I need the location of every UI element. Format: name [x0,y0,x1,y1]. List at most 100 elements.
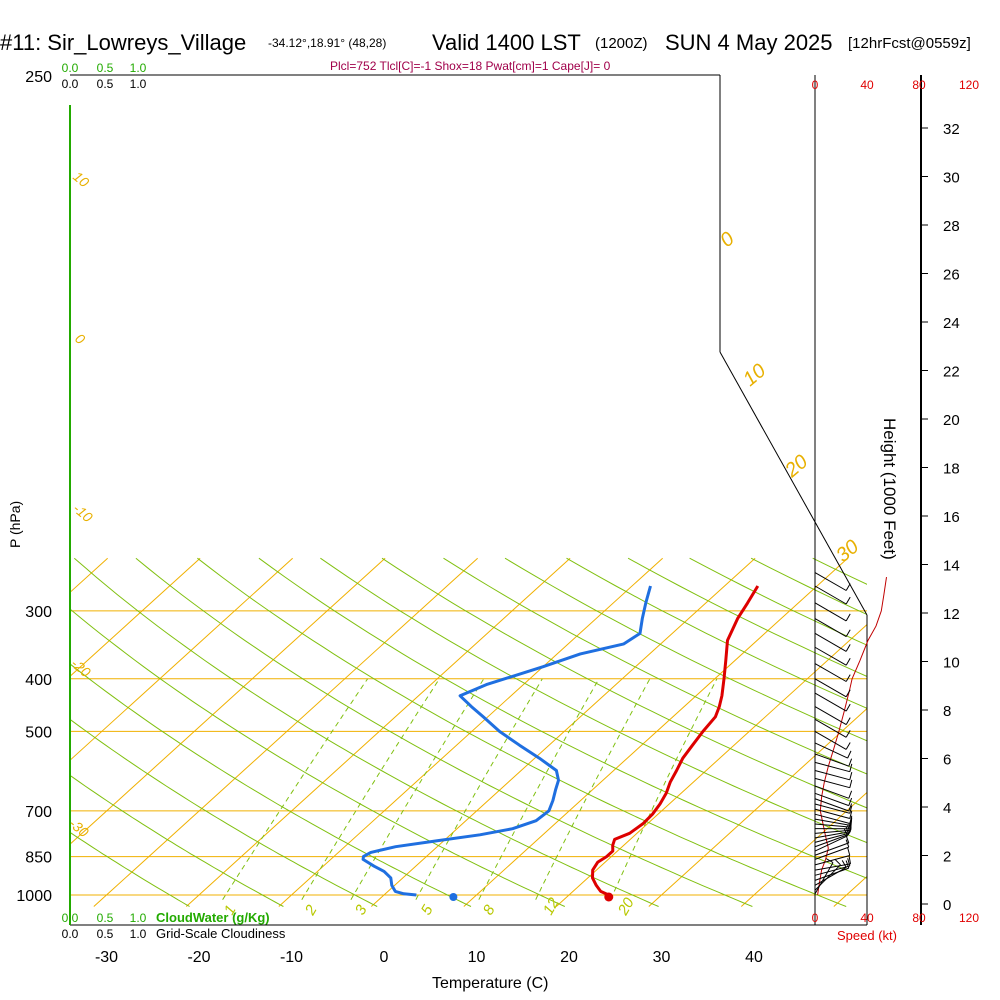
height-tick-label: 16 [943,509,960,526]
wind-barb [814,618,847,638]
height-tick-label: 4 [943,800,951,817]
height-tick-label: 22 [943,364,960,381]
wind-barb [814,813,850,824]
x-tick-label: 10 [468,949,486,966]
isotherm [740,791,867,907]
isotherm-label: 10 [739,360,770,391]
forecast-info: [12hrFcst@0559z] [848,35,971,52]
wind-barb [814,632,847,652]
surface-dewpoint-point [449,893,458,901]
zulu-time: (1200Z) [595,35,648,52]
dry-adiabat [258,557,867,879]
dry-adiabat [566,557,867,709]
isotherm [463,557,848,907]
wind-barb [814,865,850,876]
wind-barb-flag [848,803,853,812]
mixing-ratio-line [222,678,369,900]
wind-barbs [814,572,853,895]
height-tick-label: 28 [943,218,960,235]
isotherm-label: 30 [832,536,863,567]
wind-barb-flag [848,855,851,864]
wind-barb-flag [845,703,851,712]
wind-barb [814,863,851,871]
pressure-tick-label: 1000 [16,888,52,905]
height-tick-label: 12 [943,606,960,623]
isobar-lines [70,610,867,896]
dry-adiabat [627,557,867,677]
isotherm-lines [70,557,867,907]
dry-adiabat [70,831,190,907]
dry-adiabat [874,558,1000,906]
wind-barb-flag [845,658,851,666]
x-axis-ticks: -30 -20 -10 0 10 20 30 40 [95,949,763,966]
wind-barb [814,833,849,848]
wind-barb-flag [848,758,853,767]
wind-barb [814,823,851,828]
wind-barb-flag [850,817,853,826]
wind-barb [814,646,847,666]
station-coords: -34.12°,18.91° (48,28) [268,36,386,50]
isotherm [555,623,867,907]
mixing-ratio-label: 8 [480,902,499,918]
wind-barb-flag [845,717,851,725]
wind-barb [814,742,848,759]
plot-frame [70,74,922,926]
dry-adiabat-lines [70,557,1000,907]
wind-barb-flag [848,790,853,799]
x-tick-label: 0 [380,949,389,966]
speed-top-tick: 40 [860,78,874,92]
cloudiness-bottom-tick: 0.5 [97,927,114,941]
speed-top-tick: 80 [912,78,926,92]
wind-barb-flag [849,815,853,824]
wind-barb [814,818,851,826]
y-axis-label: P (hPa) [7,501,23,548]
wind-barb-flag [848,797,853,806]
isotherm-label: -10 [70,500,96,525]
wind-barb [814,602,847,622]
isotherm-label: -20 [68,655,94,680]
wind-speed-line [817,577,887,896]
wind-barb-flag [849,779,853,788]
cloudiness-bottom-tick: 1.0 [130,927,147,941]
pressure-tick-label: 300 [25,604,52,621]
surface-temperature-point [604,892,614,902]
wind-barb [814,798,849,812]
valid-time: Valid 1400 LST [432,30,581,55]
dewpoint-line [361,585,652,897]
mixing-ratio-lines [222,678,718,900]
height-tick-label: 18 [943,461,960,478]
dry-adiabat [443,557,867,775]
speed-bottom-tick: 120 [959,911,979,925]
isotherm-label: 0 [72,330,88,347]
cloudwater-bottom-tick: 0.5 [97,911,114,925]
wind-barb-flag [845,674,851,682]
wind-barb [814,585,847,605]
speed-bottom-tick: 40 [860,911,874,925]
station-title: #11: Sir_Lowreys_Village [0,30,246,55]
wind-barb [814,832,850,843]
cloudwater-top-tick: 0.5 [97,61,114,75]
mixing-ratio-line [301,678,440,900]
wind-barb [814,730,847,750]
wind-barb-flag [845,583,851,591]
wind-speed-profile [817,577,887,896]
x-tick-label: 20 [560,949,578,966]
isotherm [278,557,663,907]
mixing-ratio-line [610,678,718,900]
wind-barb-flag [847,847,851,856]
cloudiness-top-tick: 0.5 [97,77,114,91]
height-tick-label: 20 [943,412,960,429]
cloudwater-top-tick: 1.0 [130,61,147,75]
pressure-tick-label: 400 [25,672,52,689]
height-axis-label: Height (1000 Feet) [880,418,899,560]
wind-barb-flag [845,629,851,637]
wind-barb [814,866,847,886]
wind-barb-flag [845,730,851,738]
wind-barb [814,718,847,738]
wind-barb [814,846,849,860]
speed-top-tick: 120 [959,78,979,92]
height-tick-label: 6 [943,752,951,769]
wind-barb-flag [849,810,853,819]
temperature-line [591,585,760,897]
mixing-ratio-line [478,678,600,900]
